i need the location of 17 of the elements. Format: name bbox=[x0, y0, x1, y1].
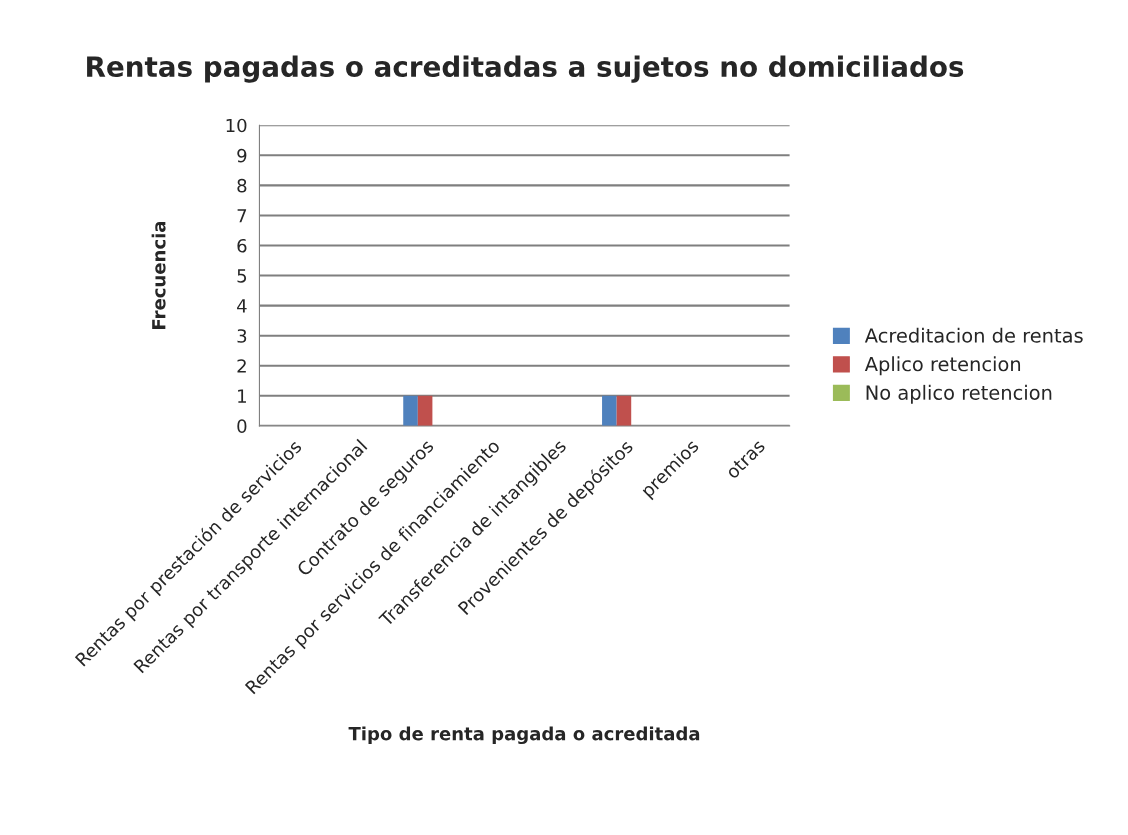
y-tick-label: 2 bbox=[237, 359, 246, 373]
y-axis-title: Frecuencia bbox=[151, 221, 166, 329]
y-tick-label: 9 bbox=[237, 148, 247, 163]
legend-label: Acreditacion de rentas bbox=[864, 327, 1083, 343]
x-axis-title: Tipo de renta pagada o acreditada bbox=[348, 726, 700, 745]
chart-title: Rentas pagadas o acreditadas a sujetos no domiciliados bbox=[87, 55, 964, 83]
y-tick-label: 5 bbox=[237, 269, 247, 283]
y-tick-label: 7 bbox=[237, 209, 247, 223]
y-tick-label: 10 bbox=[226, 118, 247, 133]
y-tick-label: 3 bbox=[237, 329, 247, 343]
legend-label: No aplico retencion bbox=[866, 384, 1052, 404]
y-tick-label: 0 bbox=[237, 419, 247, 433]
legend-label: Aplico retencion bbox=[864, 356, 1021, 376]
y-tick-label: 8 bbox=[237, 178, 247, 193]
y-tick-label: 6 bbox=[237, 238, 247, 253]
y-tick-label: 4 bbox=[237, 299, 247, 313]
y-tick-label: 1 bbox=[238, 389, 246, 403]
